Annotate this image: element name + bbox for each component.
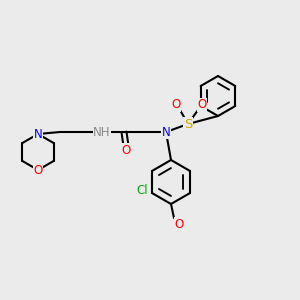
Text: O: O: [33, 164, 43, 176]
Text: S: S: [184, 118, 192, 130]
Text: O: O: [122, 143, 130, 157]
Text: Cl: Cl: [136, 184, 148, 197]
Text: O: O: [171, 98, 181, 112]
Text: O: O: [174, 218, 184, 230]
Text: NH: NH: [93, 125, 111, 139]
Text: N: N: [162, 125, 170, 139]
Text: O: O: [197, 98, 207, 112]
Text: N: N: [34, 128, 42, 140]
